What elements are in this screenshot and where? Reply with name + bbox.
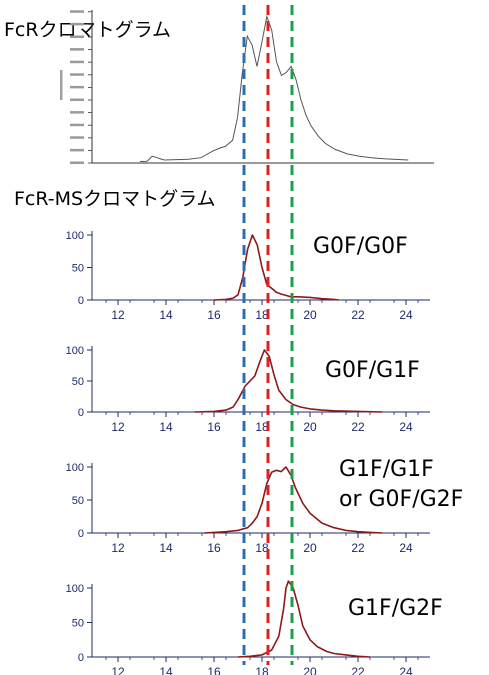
x-tick-label: 18 <box>255 665 269 675</box>
y-tick-label: 50 <box>72 618 84 630</box>
y-tick-label: 50 <box>72 495 84 507</box>
ms-chromatogram-title: FcR-MSクロマトグラム <box>14 188 216 210</box>
ms-panel-2: 100 50 0 12 14 16 18 20 22 24 G0F/G1F <box>66 345 430 434</box>
ms-trace <box>237 580 371 658</box>
y-tick-label: 0 <box>78 652 84 664</box>
x-tick-label: 20 <box>303 665 317 675</box>
x-tick-label: 14 <box>159 665 173 675</box>
x-tick-label: 24 <box>399 420 413 434</box>
y-tick-label: 0 <box>78 528 84 540</box>
x-tick-label: 20 <box>303 308 317 322</box>
y-tick-label: 0 <box>78 295 84 307</box>
y-tick-label: 100 <box>66 345 84 357</box>
panel-label: G1F/G1F <box>339 457 434 482</box>
x-tick-label: 24 <box>399 541 413 555</box>
panel-label-2: or G0F/G2F <box>339 487 463 512</box>
x-tick-label: 12 <box>111 308 125 322</box>
x-tick-label: 18 <box>255 541 269 555</box>
fcr-y-tick-label <box>70 10 84 13</box>
ms-trace <box>204 466 383 534</box>
fcr-y-tick-label <box>70 60 84 64</box>
panel-label: G0F/G0F <box>313 234 408 259</box>
x-tick-label: 16 <box>207 665 221 675</box>
ms-panel-4: 100 50 0 12 14 16 18 20 22 24 G1F/G2F <box>66 580 443 675</box>
y-tick-label: 50 <box>72 376 84 388</box>
x-tick-label: 18 <box>255 308 269 322</box>
fcr-y-tick-label <box>70 35 84 38</box>
x-tick-label: 18 <box>255 420 269 434</box>
x-tick-label: 22 <box>351 541 365 555</box>
fcr-y-tick-label <box>70 22 84 26</box>
fcr-y-tick-label <box>70 136 84 139</box>
y-tick-label: 100 <box>66 230 84 242</box>
x-tick-label: 16 <box>207 420 221 434</box>
fcr-y-tick-label <box>70 111 84 114</box>
x-tick-label: 16 <box>207 308 221 322</box>
x-tick-label: 12 <box>111 420 125 434</box>
y-tick-label: 100 <box>66 583 84 595</box>
x-tick-label: 24 <box>399 308 413 322</box>
x-tick-label: 14 <box>159 420 173 434</box>
x-tick-label: 20 <box>303 420 317 434</box>
x-tick-label: 12 <box>111 665 125 675</box>
x-tick-label: 12 <box>111 541 125 555</box>
fcr-y-tick-label <box>70 48 84 51</box>
x-tick-label: 22 <box>351 420 365 434</box>
fcr-y-tick-label <box>70 123 84 127</box>
fcr-y-tick-label <box>70 98 84 101</box>
fcr-chromatogram-panel <box>60 10 434 164</box>
fcr-y-tick-label <box>70 161 84 164</box>
y-tick-label: 0 <box>78 407 84 419</box>
chromatogram-title: FcRクロマトグラム <box>4 19 171 41</box>
fcr-y-tick-label <box>70 148 84 152</box>
panel-label: G0F/G1F <box>325 358 420 383</box>
x-tick-label: 14 <box>159 308 173 322</box>
x-tick-label: 14 <box>159 541 173 555</box>
y-tick-label: 100 <box>66 462 84 474</box>
panel-label: G1F/G2F <box>348 596 443 621</box>
fcr-y-tick-label <box>70 73 84 76</box>
x-tick-label: 16 <box>207 541 221 555</box>
fcr-y-axis-label <box>60 70 63 100</box>
x-tick-label: 22 <box>351 308 365 322</box>
reference-lines <box>242 5 294 665</box>
fcr-trace <box>139 14 409 162</box>
ms-panel-1: 100 50 0 12 14 16 18 20 22 24 G0F/G0F <box>66 230 430 322</box>
ms-trace <box>194 349 383 413</box>
ms-panel-3: 100 50 0 12 14 16 18 20 22 24 G1F/G1F or G0F/G2F <box>66 457 464 555</box>
x-tick-label: 24 <box>399 665 413 675</box>
y-tick-label: 50 <box>72 263 84 275</box>
fcr-y-tick-label <box>70 85 84 89</box>
x-tick-label: 20 <box>303 541 317 555</box>
x-tick-label: 22 <box>351 665 365 675</box>
